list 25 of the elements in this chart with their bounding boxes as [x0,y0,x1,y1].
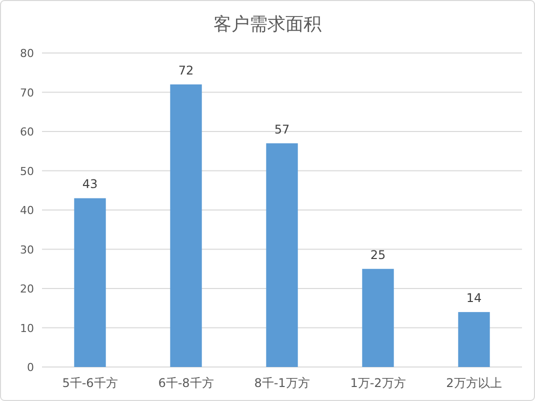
data-label: 25 [370,248,386,262]
y-tick-label: 40 [20,204,34,217]
bar [170,84,202,367]
y-tick-label: 30 [20,243,34,256]
data-label: 57 [274,122,290,136]
y-tick-label: 20 [20,282,34,296]
bar [74,198,106,367]
x-tick-label: 5千-6千方 [62,376,118,390]
y-tick-label: 50 [20,164,34,178]
bar [266,143,298,367]
bar [458,312,490,367]
data-label: 14 [466,291,482,306]
chart-title: 客户需求面积 [214,14,322,35]
y-tick-label: 0 [27,361,34,374]
y-tick-label: 70 [20,86,34,100]
y-tick-label: 60 [20,126,34,138]
bar [362,268,394,367]
x-tick-label: 6千-8千方 [158,376,214,390]
x-tick-label: 8千-1万方 [254,376,310,390]
data-label: 72 [178,63,194,78]
data-label: 43 [82,177,98,192]
y-tick-label: 10 [20,322,34,335]
x-tick-label: 2万方以上 [446,376,502,390]
x-tick-label: 1万-2万方 [350,376,406,390]
y-tick-label: 80 [20,47,34,60]
